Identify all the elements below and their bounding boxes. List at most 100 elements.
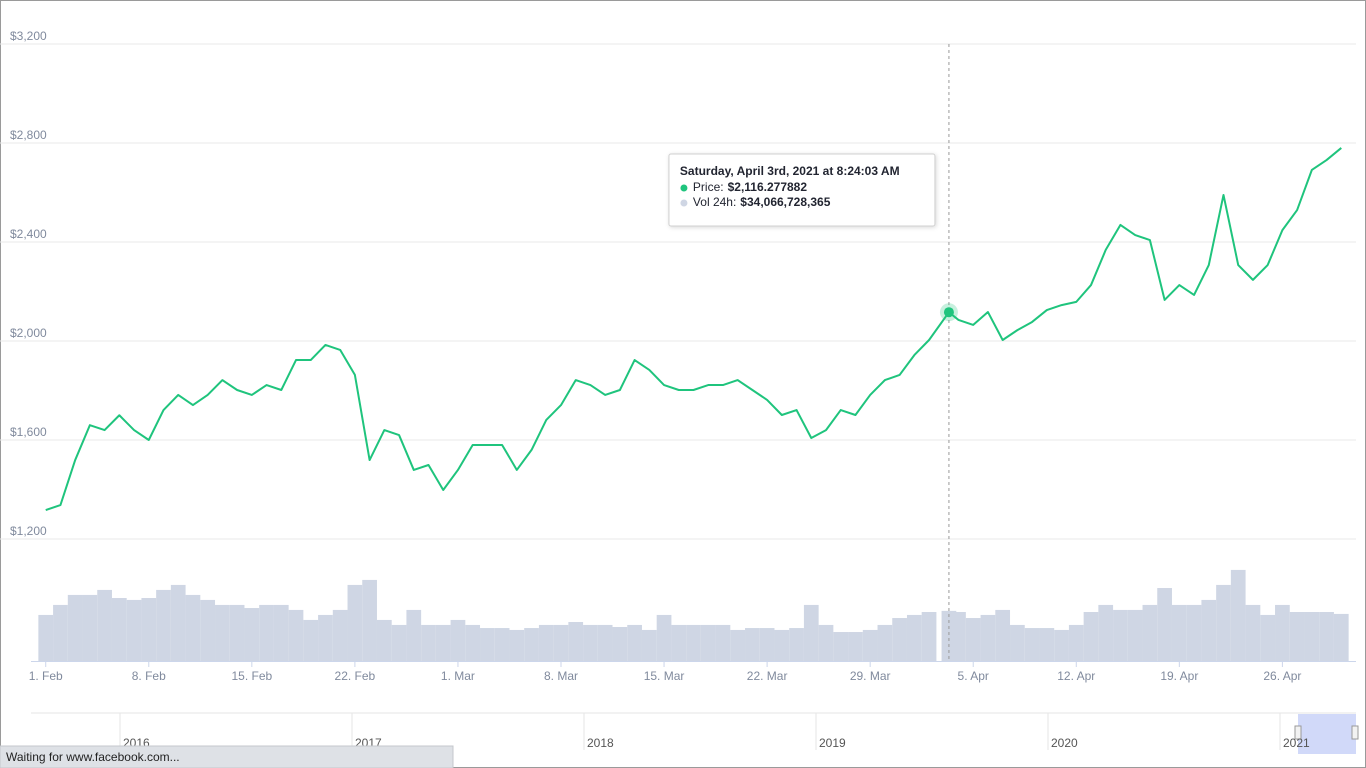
volume-bar — [1245, 604, 1261, 661]
volume-bar — [641, 629, 657, 661]
volume-bar — [126, 599, 142, 661]
plot — [45, 44, 1342, 661]
volume-bar — [82, 594, 98, 661]
volume-bar — [906, 614, 922, 661]
navigator-label: 2019 — [819, 736, 846, 750]
volume-bar — [465, 624, 481, 661]
navigator-label: 2021 — [1283, 736, 1310, 750]
volume-bar — [715, 624, 731, 661]
volume-bar — [1201, 599, 1217, 661]
x-tick-label: 8. Feb — [132, 669, 166, 683]
volume-bar — [1157, 588, 1172, 661]
volume-bar — [1186, 604, 1202, 661]
volume-bar — [494, 628, 510, 661]
volume-bar — [288, 609, 304, 661]
volume-bar — [951, 612, 966, 661]
volume-bar — [38, 614, 54, 661]
volume-bar — [480, 628, 495, 661]
grid: $1,200 $1,600 $2,000 $2,400 $2,800 $3,200 — [0, 29, 1356, 540]
status-text: Waiting for www.facebook.com... — [6, 750, 180, 764]
volume-bar — [141, 598, 157, 661]
navigator-label: 2020 — [1051, 736, 1078, 750]
volume-bar — [745, 628, 760, 661]
price-line — [45, 147, 1342, 511]
x-tick-label: 1. Feb — [29, 669, 63, 683]
volume-bar — [1216, 584, 1231, 661]
volume-bar — [229, 604, 245, 661]
volume-bar — [244, 608, 260, 661]
volume-bar — [671, 624, 687, 661]
volume-bar — [435, 624, 451, 661]
volume-bar — [833, 632, 849, 661]
navigator-label: 2018 — [587, 736, 614, 750]
volume-bar — [774, 629, 790, 661]
volume-bar — [1319, 612, 1334, 661]
volume-bar — [877, 624, 893, 661]
y-tick-label: $2,400 — [10, 227, 47, 241]
volume-bar — [1024, 628, 1040, 661]
tooltip-value: $34,066,728,365 — [740, 195, 830, 209]
volume-bar — [259, 604, 274, 661]
volume-bar — [995, 609, 1011, 661]
volume-bar — [1171, 604, 1187, 661]
volume-bar — [803, 604, 819, 661]
volume-bar — [362, 579, 377, 661]
volume-bar — [391, 624, 407, 661]
volume-bar — [656, 614, 672, 661]
volume-bar — [789, 628, 804, 661]
x-tick-label: 1. Mar — [441, 669, 475, 683]
volume-bar — [568, 622, 584, 661]
volume-bar — [818, 624, 834, 661]
volume-bar — [332, 609, 348, 661]
volume-bar — [215, 604, 230, 661]
tooltip-label: Price: — [693, 180, 724, 194]
navigator: 2016 2017 2018 2019 2020 2021 — [31, 712, 1359, 754]
y-tick-label: $1,200 — [10, 524, 47, 538]
volume-bar — [97, 589, 112, 661]
volume-bar — [538, 624, 554, 661]
volume-bar — [759, 628, 775, 661]
navigator-handle[interactable] — [1351, 725, 1359, 740]
tooltip-bullet — [680, 184, 688, 192]
volume-bar — [170, 584, 186, 661]
x-tick-label: 8. Mar — [544, 669, 578, 683]
volume-bar — [273, 604, 289, 661]
volume-bar — [111, 598, 127, 661]
x-tick-label: 22. Feb — [335, 669, 376, 683]
volume-bar — [553, 624, 569, 661]
volume-bar — [1127, 609, 1143, 661]
x-tick-label: 29. Mar — [850, 669, 891, 683]
x-axis: 1. Feb 8. Feb 15. Feb 22. Feb 1. Mar 8. Mar 15… — [29, 661, 1356, 683]
volume-bar — [1098, 604, 1114, 661]
x-tick-label: 22. Mar — [747, 669, 788, 683]
volume-bar — [1054, 629, 1069, 661]
volume-bar — [509, 629, 525, 661]
volume-bar — [1275, 604, 1290, 661]
volume-bar — [700, 624, 716, 661]
volume-bar — [1068, 624, 1084, 661]
volume-bar — [67, 594, 83, 661]
x-tick-label: 5. Apr — [958, 669, 989, 683]
volume-bar — [303, 619, 319, 661]
y-tick-label: $3,200 — [10, 29, 47, 43]
x-tick-label: 26. Apr — [1263, 669, 1301, 683]
navigator-selection[interactable] — [1298, 714, 1356, 754]
volume-bar — [1113, 609, 1128, 661]
volume-bar — [1083, 612, 1099, 661]
tooltip-value: $2,116.277882 — [728, 180, 808, 194]
volume-bar — [318, 614, 333, 661]
y-tick-label: $1,600 — [10, 425, 47, 439]
tooltip-title: Saturday, April 3rd, 2021 at 8:24:03 AM — [680, 164, 900, 178]
volume-bar — [524, 628, 539, 661]
x-tick-label: 19. Apr — [1160, 669, 1198, 683]
x-tick-label: 15. Feb — [231, 669, 272, 683]
volume-bar — [421, 624, 436, 661]
x-tick-label: 15. Mar — [644, 669, 685, 683]
volume-bar — [921, 612, 937, 661]
tooltip-label: Vol 24h: — [693, 195, 736, 209]
navigator-handle[interactable] — [1294, 725, 1302, 740]
volume-bar — [627, 624, 642, 661]
volume-bar — [185, 594, 201, 661]
